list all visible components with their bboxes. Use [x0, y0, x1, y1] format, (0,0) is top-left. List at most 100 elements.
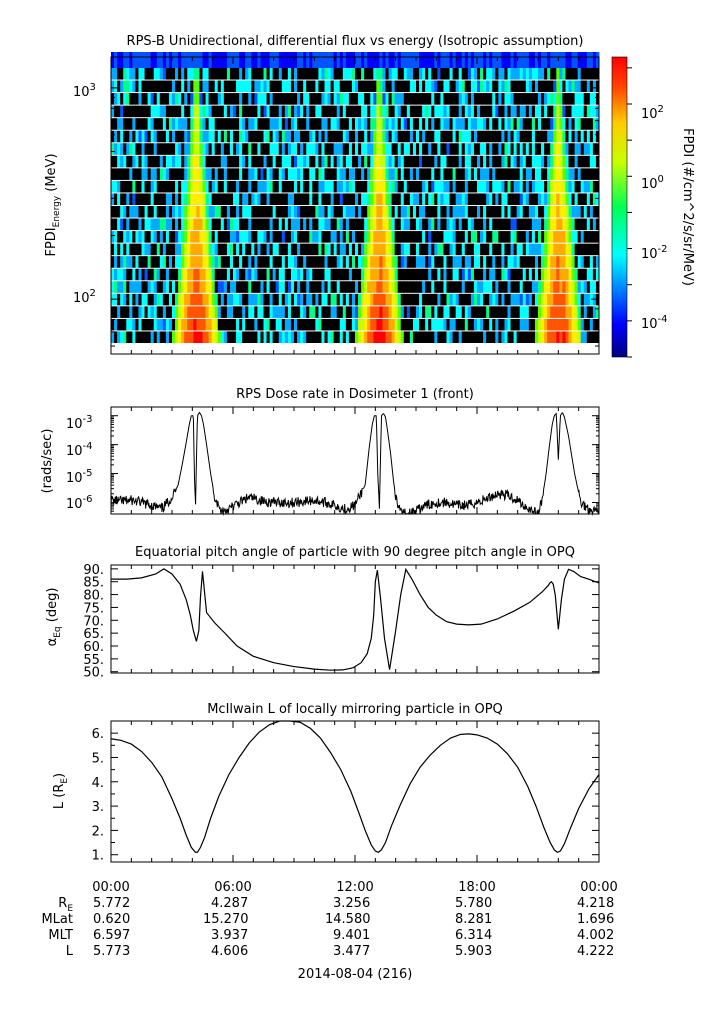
spectrogram-cell [275, 193, 280, 205]
spectrogram-cell [324, 206, 328, 218]
spectrogram-cell [229, 143, 234, 155]
spectrogram-cell [455, 118, 460, 130]
spectrogram-cell [175, 130, 179, 143]
spectrogram-cell [531, 218, 536, 231]
spectrogram-cell [568, 118, 572, 130]
spectrogram-cell [495, 306, 499, 318]
spectrogram-cell [236, 268, 240, 281]
spectrogram-cell [370, 281, 374, 293]
spectrogram-cell [324, 168, 328, 180]
spectrogram-cell [220, 206, 225, 218]
spectrogram-cell [504, 231, 508, 243]
spectrogram-cell [403, 268, 408, 281]
spectrogram-cell [193, 155, 197, 168]
spectrogram-cell [150, 206, 155, 218]
spectrogram-cell [492, 105, 496, 118]
spectrogram-cell [440, 243, 444, 256]
spectrogram-cell [275, 68, 280, 80]
spectrogram-cell [284, 231, 289, 243]
spectrogram-cell [184, 331, 188, 343]
spectrogram-cell [290, 180, 295, 193]
spectrogram-cell [120, 231, 124, 243]
spectrogram-cell [205, 93, 209, 105]
spectrogram-cell [571, 93, 575, 105]
spectrogram-cell [571, 52, 575, 68]
spectrogram-cell [498, 52, 502, 68]
spectrogram-cell [141, 243, 145, 256]
spectrogram-cell [458, 268, 463, 281]
spectrogram-cell [492, 306, 496, 318]
spectrogram-cell [254, 193, 258, 205]
spectrogram-cell [184, 256, 188, 268]
spectrogram-cell [507, 155, 511, 168]
spectrogram-cell [257, 155, 261, 168]
spectrogram-cell [409, 318, 414, 331]
spectrogram-cell [336, 206, 341, 218]
spectrogram-cell [239, 256, 243, 268]
spectrogram-cell [425, 105, 429, 118]
spectrogram-cell [294, 268, 298, 281]
spectrogram-cell [589, 306, 594, 318]
spectrogram-cell [373, 306, 377, 318]
spectrogram-cell [480, 143, 484, 155]
spectrogram-cell [236, 306, 240, 318]
spectrogram-cell [141, 331, 145, 343]
spectrogram-cell [583, 130, 588, 143]
spectrogram-cell [501, 130, 505, 143]
spectrogram-cell [583, 143, 588, 155]
spectrogram-cell [547, 193, 551, 205]
spectrogram-cell [220, 243, 225, 256]
spectrogram-cell [306, 256, 310, 268]
ephemeris-cell: 8.281 [455, 912, 492, 927]
spectrogram-cell [425, 118, 429, 130]
spectrogram-cell [278, 281, 283, 293]
spectrogram-cell [236, 281, 240, 293]
spectrogram-cell [300, 218, 304, 231]
mcilwain-ytick-label: 4. [92, 776, 104, 791]
spectrogram-cell [355, 256, 359, 268]
spectrogram-cell [226, 80, 231, 93]
spectrogram-cell [199, 318, 203, 331]
spectrogram-cell [547, 206, 551, 218]
spectrogram-cell [272, 293, 277, 306]
spectrogram-cell [425, 218, 429, 231]
spectrogram-cell [562, 243, 566, 256]
spectrogram-cell [547, 318, 551, 331]
spectrogram-cell [223, 293, 228, 306]
spectrogram-cell [483, 256, 487, 268]
spectrogram-cell [208, 130, 213, 143]
spectrogram-cell [406, 268, 411, 281]
spectrogram-cell [394, 118, 399, 130]
spectrogram-cell [547, 218, 551, 231]
spectrogram-cell [214, 218, 219, 231]
spectrogram-cell [260, 52, 264, 68]
spectrogram-cell [437, 281, 441, 293]
spectrogram-cell [126, 52, 130, 68]
spectrogram-cell [117, 306, 121, 318]
spectrogram-cell [233, 105, 237, 118]
spectrogram-cell [373, 68, 377, 80]
spectrogram-cell [205, 293, 209, 306]
spectrogram-cell [248, 143, 252, 155]
spectrogram-cell [306, 68, 310, 80]
spectrogram-cell [348, 318, 353, 331]
spectrogram-cell [458, 105, 463, 118]
spectrogram-cell [153, 80, 158, 93]
spectrogram-cell [193, 193, 197, 205]
spectrogram-cell [251, 256, 255, 268]
spectrogram-cell [431, 68, 435, 80]
spectrogram-cell [123, 218, 127, 231]
spectrogram-cell [269, 256, 274, 268]
spectrogram-cell [290, 130, 295, 143]
spectrogram-cell [239, 293, 243, 306]
spectrogram-cell [458, 68, 463, 80]
spectrogram-cell [202, 52, 206, 68]
spectrogram-cell [412, 143, 417, 155]
spectrogram-cell [178, 130, 182, 143]
spectrogram-cell [437, 80, 441, 93]
spectrogram-cell [522, 155, 527, 168]
spectrogram-cell [467, 256, 472, 268]
spectrogram-cell [284, 293, 289, 306]
spectrogram-cell [586, 268, 591, 281]
spectrogram-cell [412, 155, 417, 168]
